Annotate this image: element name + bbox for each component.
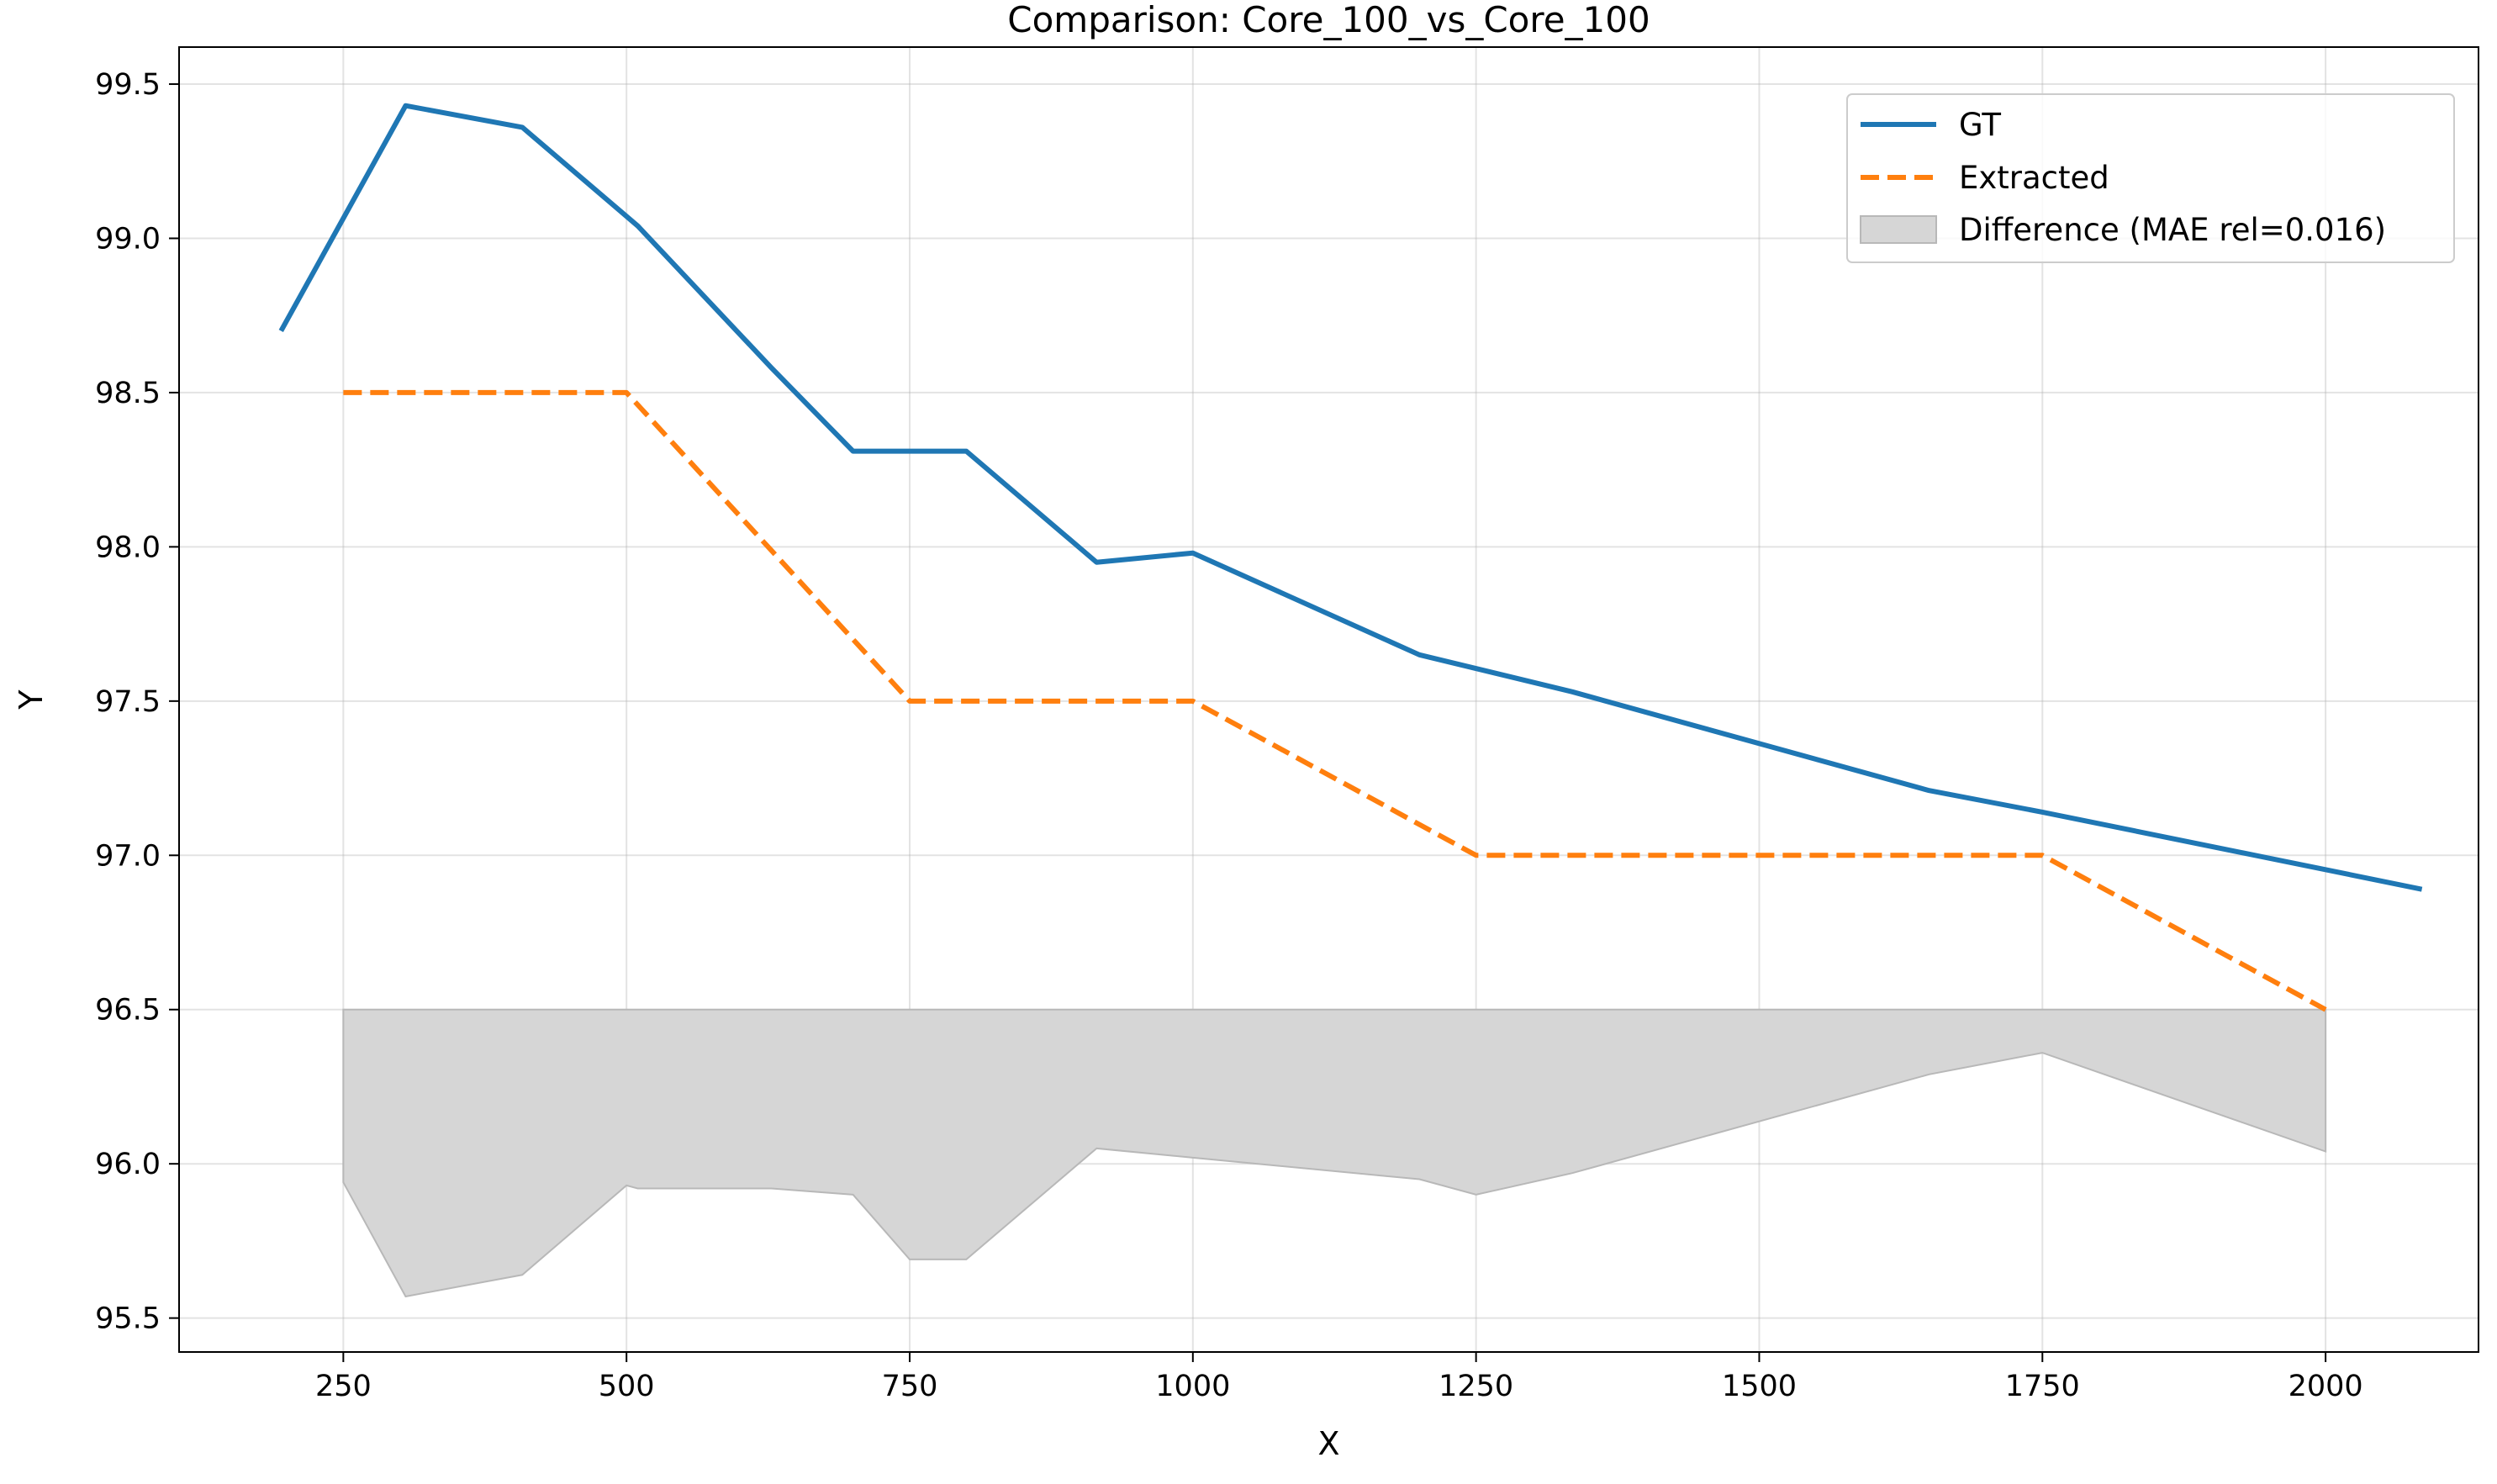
y-tick-label: 96.0 bbox=[95, 1148, 161, 1181]
y-tick-label: 98.0 bbox=[95, 531, 161, 564]
y-tick-label: 97.0 bbox=[95, 839, 161, 873]
x-tick-label: 750 bbox=[882, 1370, 938, 1403]
x-tick-label: 250 bbox=[315, 1370, 372, 1403]
chart-title: Comparison: Core_100_vs_Core_100 bbox=[1007, 0, 1650, 40]
y-tick-label: 99.0 bbox=[95, 222, 161, 256]
legend-box bbox=[1846, 93, 2455, 263]
y-tick-label: 99.5 bbox=[95, 68, 161, 102]
x-axis-label: X bbox=[1317, 1425, 1339, 1462]
legend-entry-difference: Difference (MAE rel=0.016) bbox=[1959, 212, 2386, 248]
series-lines bbox=[278, 103, 2423, 1012]
y-tick-label: 95.5 bbox=[95, 1302, 161, 1336]
plot-frame bbox=[178, 46, 2479, 1353]
axis-ticks: 250 500 750 1000 1250 1500 1750 2000 95.5 96.0 96.… bbox=[95, 68, 2363, 1403]
legend-entry-extracted: Extracted bbox=[1959, 160, 2109, 196]
y-axis-label: Y bbox=[13, 689, 50, 710]
difference-area bbox=[342, 1008, 2327, 1298]
legend-entry-gt: GT bbox=[1959, 107, 2001, 143]
x-tick-label: 2000 bbox=[2288, 1370, 2363, 1403]
difference-fill bbox=[342, 1008, 2327, 1298]
x-tick-label: 500 bbox=[599, 1370, 655, 1403]
x-tick-label: 1000 bbox=[1155, 1370, 1230, 1403]
y-tick-label: 97.5 bbox=[95, 685, 161, 719]
series-line-extracted bbox=[343, 389, 2327, 1012]
x-tick-label: 1500 bbox=[1722, 1370, 1797, 1403]
legend-swatch-difference bbox=[1860, 215, 1937, 244]
x-tick-label: 1750 bbox=[2005, 1370, 2080, 1403]
legend: GT Extracted Difference (MAE rel=0.016) bbox=[1846, 93, 2455, 263]
series-line-gt bbox=[278, 103, 2423, 892]
y-tick-label: 98.5 bbox=[95, 377, 161, 410]
x-tick-label: 1250 bbox=[1439, 1370, 1513, 1403]
y-tick-label: 96.5 bbox=[95, 994, 161, 1027]
